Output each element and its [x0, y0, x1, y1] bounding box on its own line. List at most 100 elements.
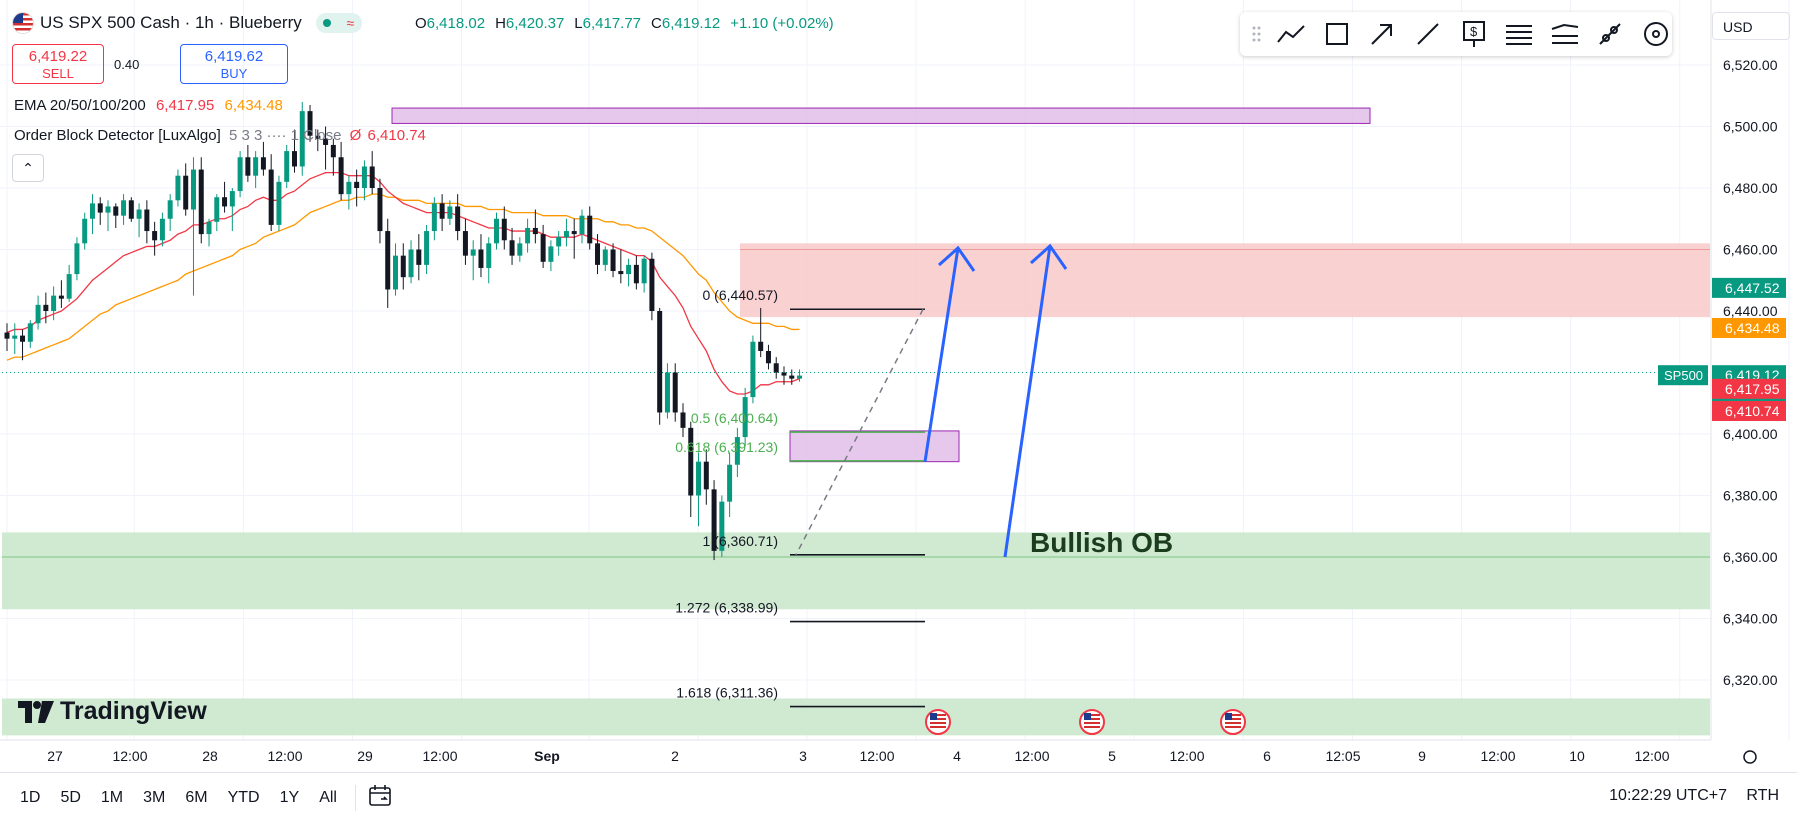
- time-tick-label: 4: [953, 748, 961, 764]
- candle-body: [579, 215, 585, 235]
- trend-line-icon[interactable]: [1275, 17, 1307, 51]
- clock[interactable]: 10:22:29 UTC+7: [1609, 787, 1727, 804]
- chevron-up-icon: ⌃: [22, 160, 34, 176]
- sell-button[interactable]: 6,419.22 SELL: [12, 44, 104, 84]
- change-value: +1.10 (+0.02%): [730, 15, 834, 32]
- market-status-toggle[interactable]: ≈: [315, 13, 362, 33]
- time-tick-label: 12:05: [1325, 748, 1360, 764]
- period-5d[interactable]: 5D: [60, 789, 81, 806]
- date-range-icon[interactable]: [368, 784, 394, 813]
- currency-select[interactable]: USD: [1712, 12, 1790, 40]
- ob-params: 5 3 3 ···· 1 Close: [228, 127, 342, 144]
- candle-body: [245, 157, 251, 176]
- eye-icon[interactable]: [1640, 17, 1672, 51]
- candle-body: [618, 271, 624, 275]
- rectangle-icon[interactable]: [1321, 17, 1353, 51]
- price-label-text: 6,417.95: [1725, 381, 1780, 397]
- candle-body: [424, 231, 430, 265]
- candle-body: [229, 191, 235, 207]
- economic-event-icon[interactable]: [1079, 709, 1105, 735]
- candle-body: [51, 295, 57, 311]
- candle-body: [703, 461, 709, 490]
- drag-handle-icon[interactable]: [1250, 17, 1261, 51]
- path-icon[interactable]: [1595, 17, 1627, 51]
- order-block-indicator-legend[interactable]: Order Block Detector [LuxAlgo] 5 3 3 ···…: [14, 127, 426, 144]
- ema50-line: [6, 193, 800, 361]
- candle-body: [462, 231, 468, 256]
- symbol-title: US SPX 500 Cash · 1h · Blueberry: [40, 13, 302, 32]
- candle-body: [494, 218, 500, 244]
- candle-body: [66, 274, 72, 299]
- candle-body: [486, 243, 492, 268]
- candle-body: [58, 295, 64, 299]
- candle-body: [128, 200, 134, 219]
- candle-body: [136, 209, 142, 219]
- bullish-ob-zone: [2, 532, 1710, 610]
- symbol-header[interactable]: US SPX 500 Cash · 1h · Blueberry ≈: [12, 12, 362, 34]
- candle-body: [664, 372, 670, 413]
- price-tick-label: 6,460.00: [1723, 242, 1778, 258]
- price-label-icon[interactable]: $: [1458, 17, 1490, 51]
- time-tick-label: 3: [799, 748, 807, 764]
- period-6m[interactable]: 6M: [185, 789, 208, 806]
- time-tick-label: 10: [1569, 748, 1585, 764]
- settings-gear-icon[interactable]: [1743, 750, 1757, 764]
- candle-body: [525, 227, 531, 244]
- candle-body: [548, 246, 554, 262]
- candle-body: [190, 169, 196, 210]
- divider: [354, 785, 356, 811]
- price-label-text: 6,434.48: [1725, 320, 1780, 336]
- candle-body: [12, 335, 18, 339]
- ema-label: EMA 20/50/100/200: [14, 97, 146, 114]
- candle-body: [571, 231, 577, 235]
- line-icon[interactable]: [1412, 17, 1444, 51]
- economic-event-icon[interactable]: [925, 709, 951, 735]
- candle-body: [20, 335, 26, 342]
- high-value: 6,420.37: [505, 15, 565, 32]
- candle-body: [214, 197, 220, 222]
- time-tick-label: Sep: [534, 748, 560, 764]
- time-tick-label: 29: [357, 748, 373, 764]
- candle-body: [719, 501, 725, 551]
- period-1m[interactable]: 1M: [100, 789, 124, 806]
- ema-indicator-legend[interactable]: EMA 20/50/100/200 6,417.95 6,434.48: [14, 97, 283, 114]
- candle-body: [105, 206, 111, 213]
- collapse-legend-button[interactable]: ⌃: [12, 154, 44, 182]
- price-tick-label: 6,360.00: [1723, 549, 1778, 565]
- svg-text:$: $: [1470, 24, 1478, 39]
- fib-level-label: 1 (6,360.71): [703, 533, 779, 549]
- blue-arrow-1-head: [937, 245, 976, 272]
- period-1d[interactable]: 1D: [20, 789, 41, 806]
- ema50-value: 6,434.48: [224, 97, 283, 114]
- candle-body: [734, 437, 740, 465]
- economic-event-icon[interactable]: [1220, 709, 1246, 735]
- price-tick-label: 6,320.00: [1723, 672, 1778, 688]
- candle-body: [400, 255, 406, 278]
- chart-canvas[interactable]: 0 (6,440.57) 0.5 (6,400.64) 0.618 (6,391.2…: [0, 0, 1797, 770]
- rth-toggle[interactable]: RTH: [1746, 787, 1779, 804]
- price-tick-label: 6,520.00: [1723, 57, 1778, 73]
- tradingview-logo: TradingView: [18, 697, 207, 726]
- candle-body: [121, 200, 127, 216]
- candle-body: [587, 215, 593, 244]
- candle-body: [470, 249, 476, 256]
- tradingview-logo-text: TradingView: [60, 697, 207, 725]
- candle-body: [167, 200, 173, 219]
- arrow-icon[interactable]: [1366, 17, 1398, 51]
- period-all[interactable]: All: [319, 789, 337, 806]
- ema20-value: 6,417.95: [155, 97, 215, 114]
- horizontal-lines-icon[interactable]: [1503, 17, 1535, 51]
- buy-button[interactable]: 6,419.62 BUY: [180, 44, 288, 84]
- bottom-toolbar: 1D 5D 1M 3M 6M YTD 1Y All 10:22:29 UTC+7…: [0, 772, 1797, 823]
- bearish-ob-zone: [740, 243, 1710, 318]
- candle-body: [626, 264, 632, 275]
- period-1y[interactable]: 1Y: [279, 789, 300, 806]
- time-tick-label: 6: [1263, 748, 1271, 764]
- candle-body: [97, 203, 103, 213]
- time-tick-label: 12:00: [859, 748, 894, 764]
- wave-icon: ≈: [346, 15, 355, 31]
- period-3m[interactable]: 3M: [143, 789, 166, 806]
- tradingview-logo-icon: [18, 700, 54, 723]
- period-ytd[interactable]: YTD: [227, 789, 260, 806]
- parallel-channel-icon[interactable]: [1549, 17, 1581, 51]
